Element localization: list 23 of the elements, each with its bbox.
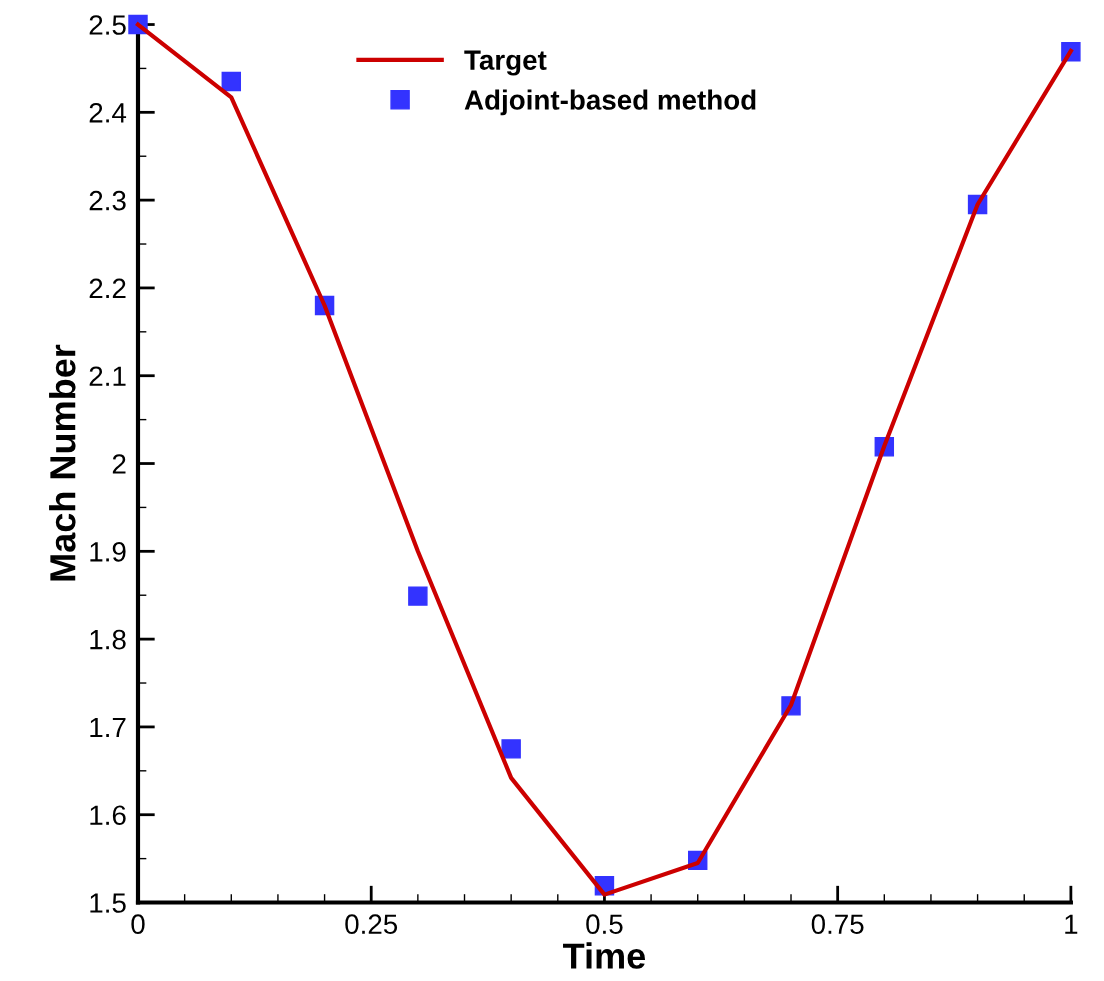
y-axis-title: Mach Number	[49, 344, 76, 581]
y-tick-label: 1.7	[90, 717, 126, 737]
y-tick-label: 1.5	[90, 893, 126, 913]
x-tick-label: 1	[1065, 914, 1078, 934]
y-tick-label: 2.2	[89, 278, 126, 298]
legend-label: Adjoint-based method	[464, 89, 756, 116]
point	[221, 71, 242, 92]
y-tick-label: 2	[112, 454, 126, 474]
legend-label: Target	[464, 50, 547, 76]
y-tick-label: 1.6	[90, 805, 126, 826]
x-tick-label: 0.5	[586, 914, 623, 935]
x-tick-label: 0.75	[811, 914, 864, 935]
point	[408, 586, 428, 606]
y-tick-label: 2.3	[89, 190, 126, 211]
x-tick-label: 0	[131, 914, 145, 935]
point	[501, 739, 521, 759]
y-tick-label: 1.8	[90, 629, 126, 650]
y-tick-label: 2.5	[89, 15, 126, 35]
y-tick-label: 1.9	[90, 541, 126, 562]
y-tick-label: 2.4	[89, 102, 127, 123]
y-tick-label: 2.1	[89, 366, 126, 386]
x-axis-title: Time	[563, 942, 646, 969]
x-tick-label: 0.25	[345, 914, 398, 935]
